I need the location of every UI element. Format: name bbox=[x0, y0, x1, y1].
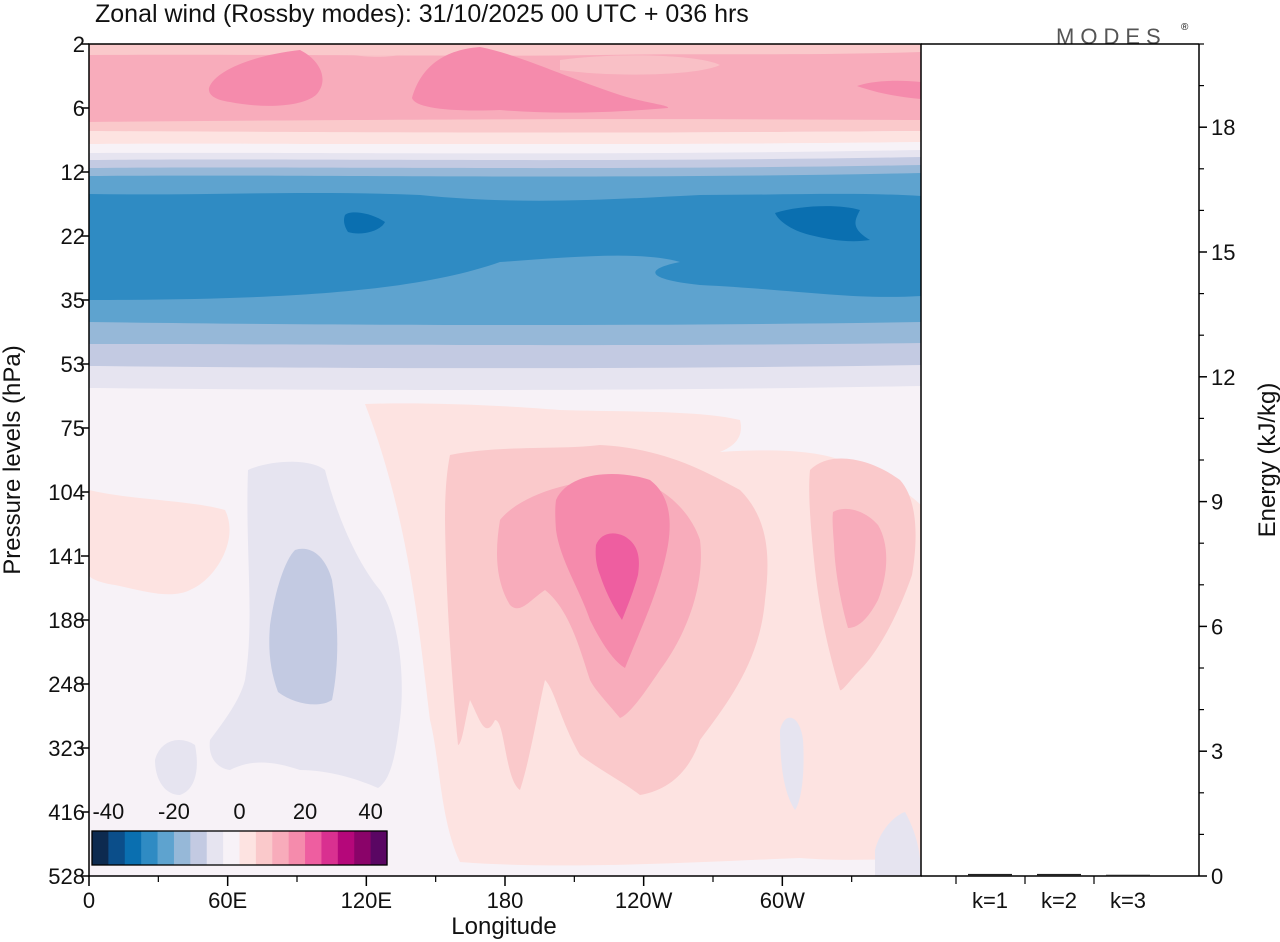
pressure-tick-label: 104 bbox=[48, 480, 85, 505]
pressure-tick-label: 416 bbox=[48, 800, 85, 825]
pressure-tick-label: 53 bbox=[61, 352, 85, 377]
colorbar-swatch bbox=[141, 831, 159, 865]
energy-tick-label: 6 bbox=[1211, 614, 1223, 639]
colorbar-swatch bbox=[206, 831, 224, 865]
longitude-tick-label: 60E bbox=[208, 888, 247, 913]
pressure-tick-label: 35 bbox=[61, 288, 85, 313]
energy-axis-label: Energy (kJ/kg) bbox=[1254, 383, 1280, 538]
colorbar bbox=[91, 830, 388, 866]
energy-tick-label: 3 bbox=[1211, 739, 1223, 764]
energy-bars: k=1 k=2 k=3 bbox=[955, 873, 1150, 913]
contour-field bbox=[89, 44, 921, 876]
colorbar-labels: -40 -20 0 20 40 bbox=[92, 799, 382, 824]
colorbar-swatch bbox=[321, 831, 339, 865]
colorbar-swatch bbox=[354, 831, 372, 865]
longitude-axis: 0 60E 120E 180 120W 60W bbox=[83, 876, 853, 913]
colorbar-swatch bbox=[239, 831, 257, 865]
longitude-tick-label: 120W bbox=[615, 888, 673, 913]
brand-registered-mark: ® bbox=[1181, 22, 1189, 33]
colorbar-swatch bbox=[223, 831, 241, 865]
longitude-tick-label: 180 bbox=[487, 888, 524, 913]
y-axis-label: Pressure levels (hPa) bbox=[0, 345, 26, 574]
colorbar-label: 20 bbox=[293, 799, 317, 824]
colorbar-swatch bbox=[370, 831, 388, 865]
pressure-tick-label: 141 bbox=[48, 544, 85, 569]
energy-category-label: k=2 bbox=[1041, 888, 1077, 913]
pressure-axis: 2 6 12 22 35 53 75 104 141 188 248 323 416 528 bbox=[48, 32, 89, 889]
colorbar-swatch bbox=[108, 831, 126, 865]
pressure-tick-label: 188 bbox=[48, 608, 85, 633]
pressure-tick-label: 248 bbox=[48, 672, 85, 697]
energy-bar bbox=[968, 873, 1012, 876]
pressure-tick-label: 528 bbox=[48, 864, 85, 889]
brand-logo: MODES bbox=[1056, 24, 1167, 49]
energy-tick-label: 12 bbox=[1211, 365, 1235, 390]
colorbar-swatch bbox=[92, 831, 109, 865]
colorbar-swatch bbox=[157, 831, 175, 865]
colorbar-frame bbox=[91, 830, 388, 866]
longitude-tick-label: 60W bbox=[760, 888, 805, 913]
chart-title: Zonal wind (Rossby modes): 31/10/2025 00… bbox=[95, 0, 749, 28]
colorbar-swatch bbox=[124, 831, 142, 865]
energy-category-label: k=1 bbox=[972, 888, 1008, 913]
energy-tick-label: 9 bbox=[1211, 490, 1223, 515]
colorbar-swatch bbox=[337, 831, 355, 865]
pressure-tick-label: 2 bbox=[73, 32, 85, 57]
energy-tick-label: 18 bbox=[1211, 115, 1235, 140]
energy-bar bbox=[1037, 873, 1081, 876]
colorbar-swatch bbox=[272, 831, 290, 865]
energy-tick-label: 15 bbox=[1211, 240, 1235, 265]
energy-axis: 0 3 6 9 12 15 18 bbox=[1199, 43, 1235, 889]
longitude-tick-label: 120E bbox=[341, 888, 392, 913]
x-axis-label: Longitude bbox=[451, 913, 556, 940]
colorbar-swatch bbox=[288, 831, 306, 865]
energy-tick-label: 0 bbox=[1211, 864, 1223, 889]
pressure-tick-label: 6 bbox=[73, 96, 85, 121]
colorbar-label: -40 bbox=[92, 799, 124, 824]
colorbar-swatch bbox=[255, 831, 273, 865]
pressure-tick-label: 75 bbox=[61, 416, 85, 441]
pressure-tick-label: 12 bbox=[61, 160, 85, 185]
colorbar-swatch bbox=[173, 831, 191, 865]
colorbar-swatch bbox=[305, 831, 323, 865]
colorbar-label: 40 bbox=[358, 799, 382, 824]
pressure-tick-label: 22 bbox=[61, 224, 85, 249]
colorbar-label: -20 bbox=[158, 799, 190, 824]
energy-bar bbox=[1106, 874, 1150, 877]
longitude-tick-label: 0 bbox=[83, 888, 95, 913]
pressure-tick-label: 323 bbox=[48, 736, 85, 761]
colorbar-swatch bbox=[190, 831, 208, 865]
colorbar-label: 0 bbox=[233, 799, 245, 824]
energy-category-label: k=3 bbox=[1110, 888, 1146, 913]
